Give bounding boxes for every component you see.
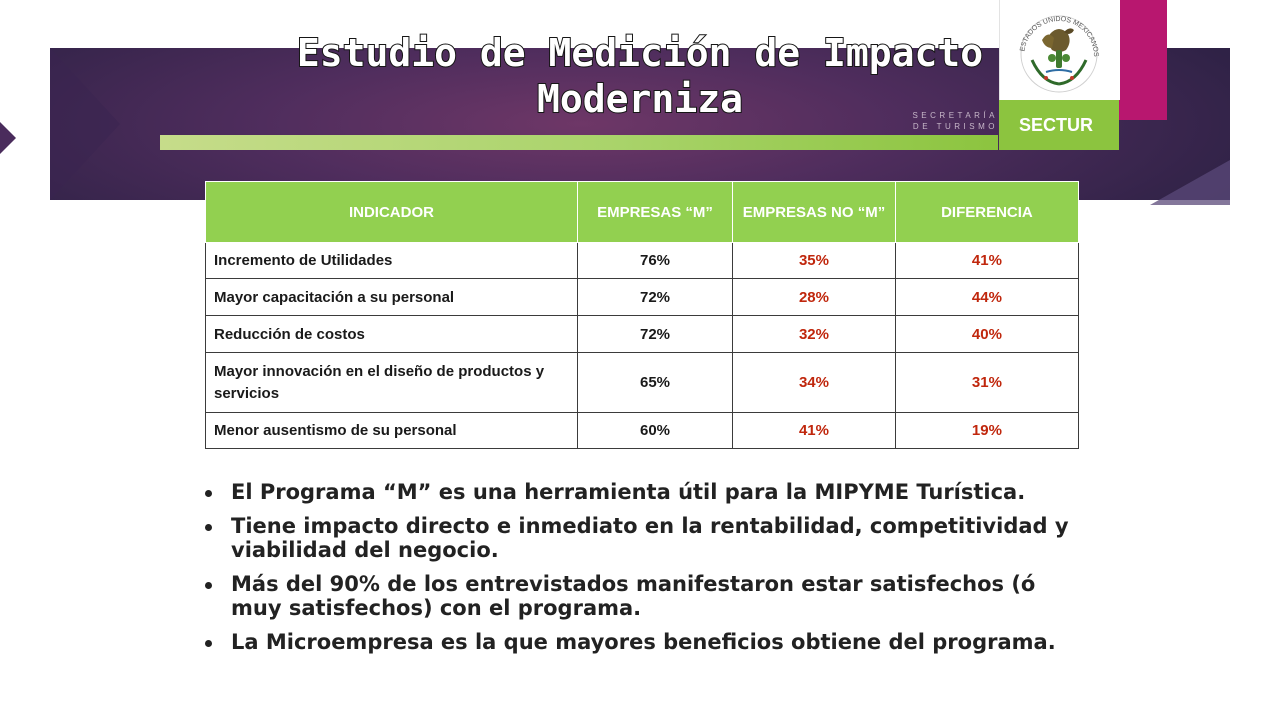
banner-left-shape: [50, 48, 120, 200]
table-header-row: INDICADOR EMPRESAS “M” EMPRESAS NO “M” D…: [205, 181, 1080, 243]
secretaria-line-1: SECRETARÍA: [912, 111, 998, 120]
green-accent-bar: [160, 135, 998, 150]
empresas-m-cell: 60%: [576, 412, 734, 449]
empresas-no-m-cell: 41%: [732, 412, 896, 449]
secretaria-label: SECRETARÍA DE TURISMO: [880, 110, 998, 132]
slide-arrow-marker: [0, 122, 16, 154]
bullet-text: La Microempresa es la que mayores benefi…: [231, 630, 1056, 654]
indicator-cell: Incremento de Utilidades: [205, 242, 578, 279]
list-item: Más del 90% de los entrevistados manifes…: [205, 572, 1085, 620]
bullet-text: Más del 90% de los entrevistados manifes…: [231, 572, 1036, 620]
indicator-table: INDICADOR EMPRESAS “M” EMPRESAS NO “M” D…: [205, 181, 1080, 449]
empresas-no-m-cell: 35%: [732, 242, 896, 279]
secretaria-line-2: DE TURISMO: [912, 122, 998, 131]
diferencia-cell: 44%: [894, 278, 1080, 316]
diferencia-cell: 19%: [894, 412, 1080, 449]
bullet-icon: [205, 582, 212, 589]
bullet-icon: [205, 524, 212, 531]
diferencia-cell: 31%: [894, 352, 1080, 413]
title-line-2: Moderniza: [536, 76, 744, 122]
empresas-no-m-cell: 34%: [732, 352, 896, 413]
header-diferencia: DIFERENCIA: [894, 181, 1080, 243]
list-item: El Programa “M” es una herramienta útil …: [205, 480, 1085, 504]
list-item: Tiene impacto directo e inmediato en la …: [205, 514, 1085, 562]
mexican-seal-icon: ESTADOS UNIDOS MEXICANOS: [1019, 15, 1099, 93]
table-row: Menor ausentismo de su personal 60% 41% …: [205, 412, 1080, 449]
bullet-text: Tiene impacto directo e inmediato en la …: [231, 514, 1069, 562]
empresas-m-cell: 76%: [576, 242, 734, 279]
header-empresas-no-m: EMPRESAS NO “M”: [732, 181, 896, 243]
table-row: Mayor innovación en el diseño de product…: [205, 352, 1080, 413]
title-line-1: Estudio de Medición de Impacto: [296, 30, 984, 76]
bullet-icon: [205, 640, 212, 647]
slide-title: Estudio de Medición de Impacto Moderniza: [230, 30, 1050, 122]
diferencia-cell: 41%: [894, 242, 1080, 279]
sectur-logo: SECTUR: [999, 100, 1119, 150]
indicator-cell: Menor ausentismo de su personal: [205, 412, 578, 449]
empresas-m-cell: 65%: [576, 352, 734, 413]
empresas-no-m-cell: 28%: [732, 278, 896, 316]
bullet-text: El Programa “M” es una herramienta útil …: [231, 480, 1026, 504]
empresas-no-m-cell: 32%: [732, 315, 896, 353]
empresas-m-cell: 72%: [576, 278, 734, 316]
table-row: Reducción de costos 72% 32% 40%: [205, 315, 1080, 353]
indicator-cell: Mayor innovación en el diseño de product…: [205, 352, 578, 413]
header-empresas-m: EMPRESAS “M”: [576, 181, 734, 243]
indicator-cell: Reducción de costos: [205, 315, 578, 353]
diferencia-cell: 40%: [894, 315, 1080, 353]
header-indicador: INDICADOR: [205, 181, 578, 243]
bullet-icon: [205, 490, 212, 497]
brand-pink-stripe: [1119, 0, 1167, 120]
table-row: Mayor capacitación a su personal 72% 28%…: [205, 278, 1080, 316]
conclusions-list: El Programa “M” es una herramienta útil …: [205, 480, 1085, 664]
list-item: La Microempresa es la que mayores benefi…: [205, 630, 1085, 654]
indicator-cell: Mayor capacitación a su personal: [205, 278, 578, 316]
empresas-m-cell: 72%: [576, 315, 734, 353]
table-row: Incremento de Utilidades 76% 35% 41%: [205, 242, 1080, 279]
